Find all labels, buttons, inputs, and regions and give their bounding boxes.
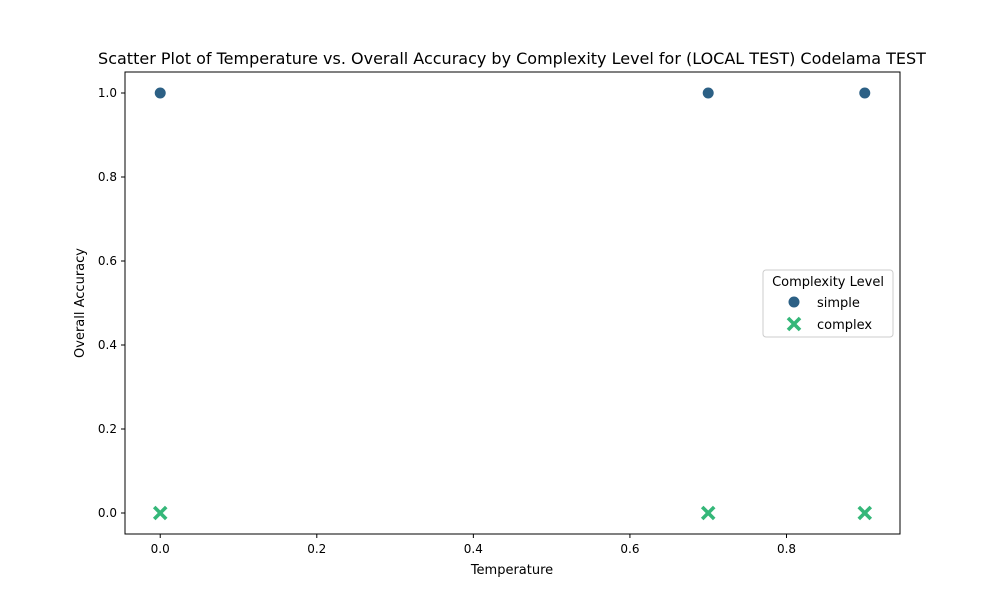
- legend: Complexity Level simple complex: [762, 269, 894, 338]
- x-tick-label: 0.8: [777, 542, 796, 556]
- legend-title: Complexity Level: [772, 275, 884, 290]
- x-axis-label: Temperature: [470, 563, 553, 578]
- point-complex: [152, 505, 168, 521]
- point-complex: [700, 505, 716, 521]
- x-axis: 0.0 0.2 0.4 0.6 0.8: [151, 534, 796, 556]
- x-tick-label: 0.0: [151, 542, 170, 556]
- y-tick-label: 0.0: [98, 506, 117, 520]
- y-tick-label: 0.6: [98, 254, 117, 268]
- legend-label-simple: simple: [817, 296, 860, 311]
- point-simple: [701, 86, 715, 100]
- plot-area: [124, 71, 901, 535]
- point-simple: [153, 86, 167, 100]
- chart-title: Scatter Plot of Temperature vs. Overall …: [98, 49, 926, 68]
- data-points: [152, 86, 873, 521]
- x-tick-label: 0.4: [464, 542, 483, 556]
- legend-label-complex: complex: [817, 318, 872, 333]
- axes-frame: [124, 71, 901, 535]
- y-tick-label: 0.8: [98, 170, 117, 184]
- point-complex: [857, 505, 873, 521]
- y-axis-label: Overall Accuracy: [73, 248, 88, 358]
- x-tick-label: 0.6: [620, 542, 639, 556]
- y-axis: 0.0 0.2 0.4 0.6 0.8 1.0: [98, 86, 125, 520]
- y-tick-label: 0.4: [98, 338, 117, 352]
- legend-marker-simple: [787, 295, 801, 309]
- y-tick-label: 0.2: [98, 422, 117, 436]
- legend-marker-complex: [786, 316, 802, 332]
- y-tick-label: 1.0: [98, 86, 117, 100]
- point-simple: [858, 86, 872, 100]
- x-tick-label: 0.2: [307, 542, 326, 556]
